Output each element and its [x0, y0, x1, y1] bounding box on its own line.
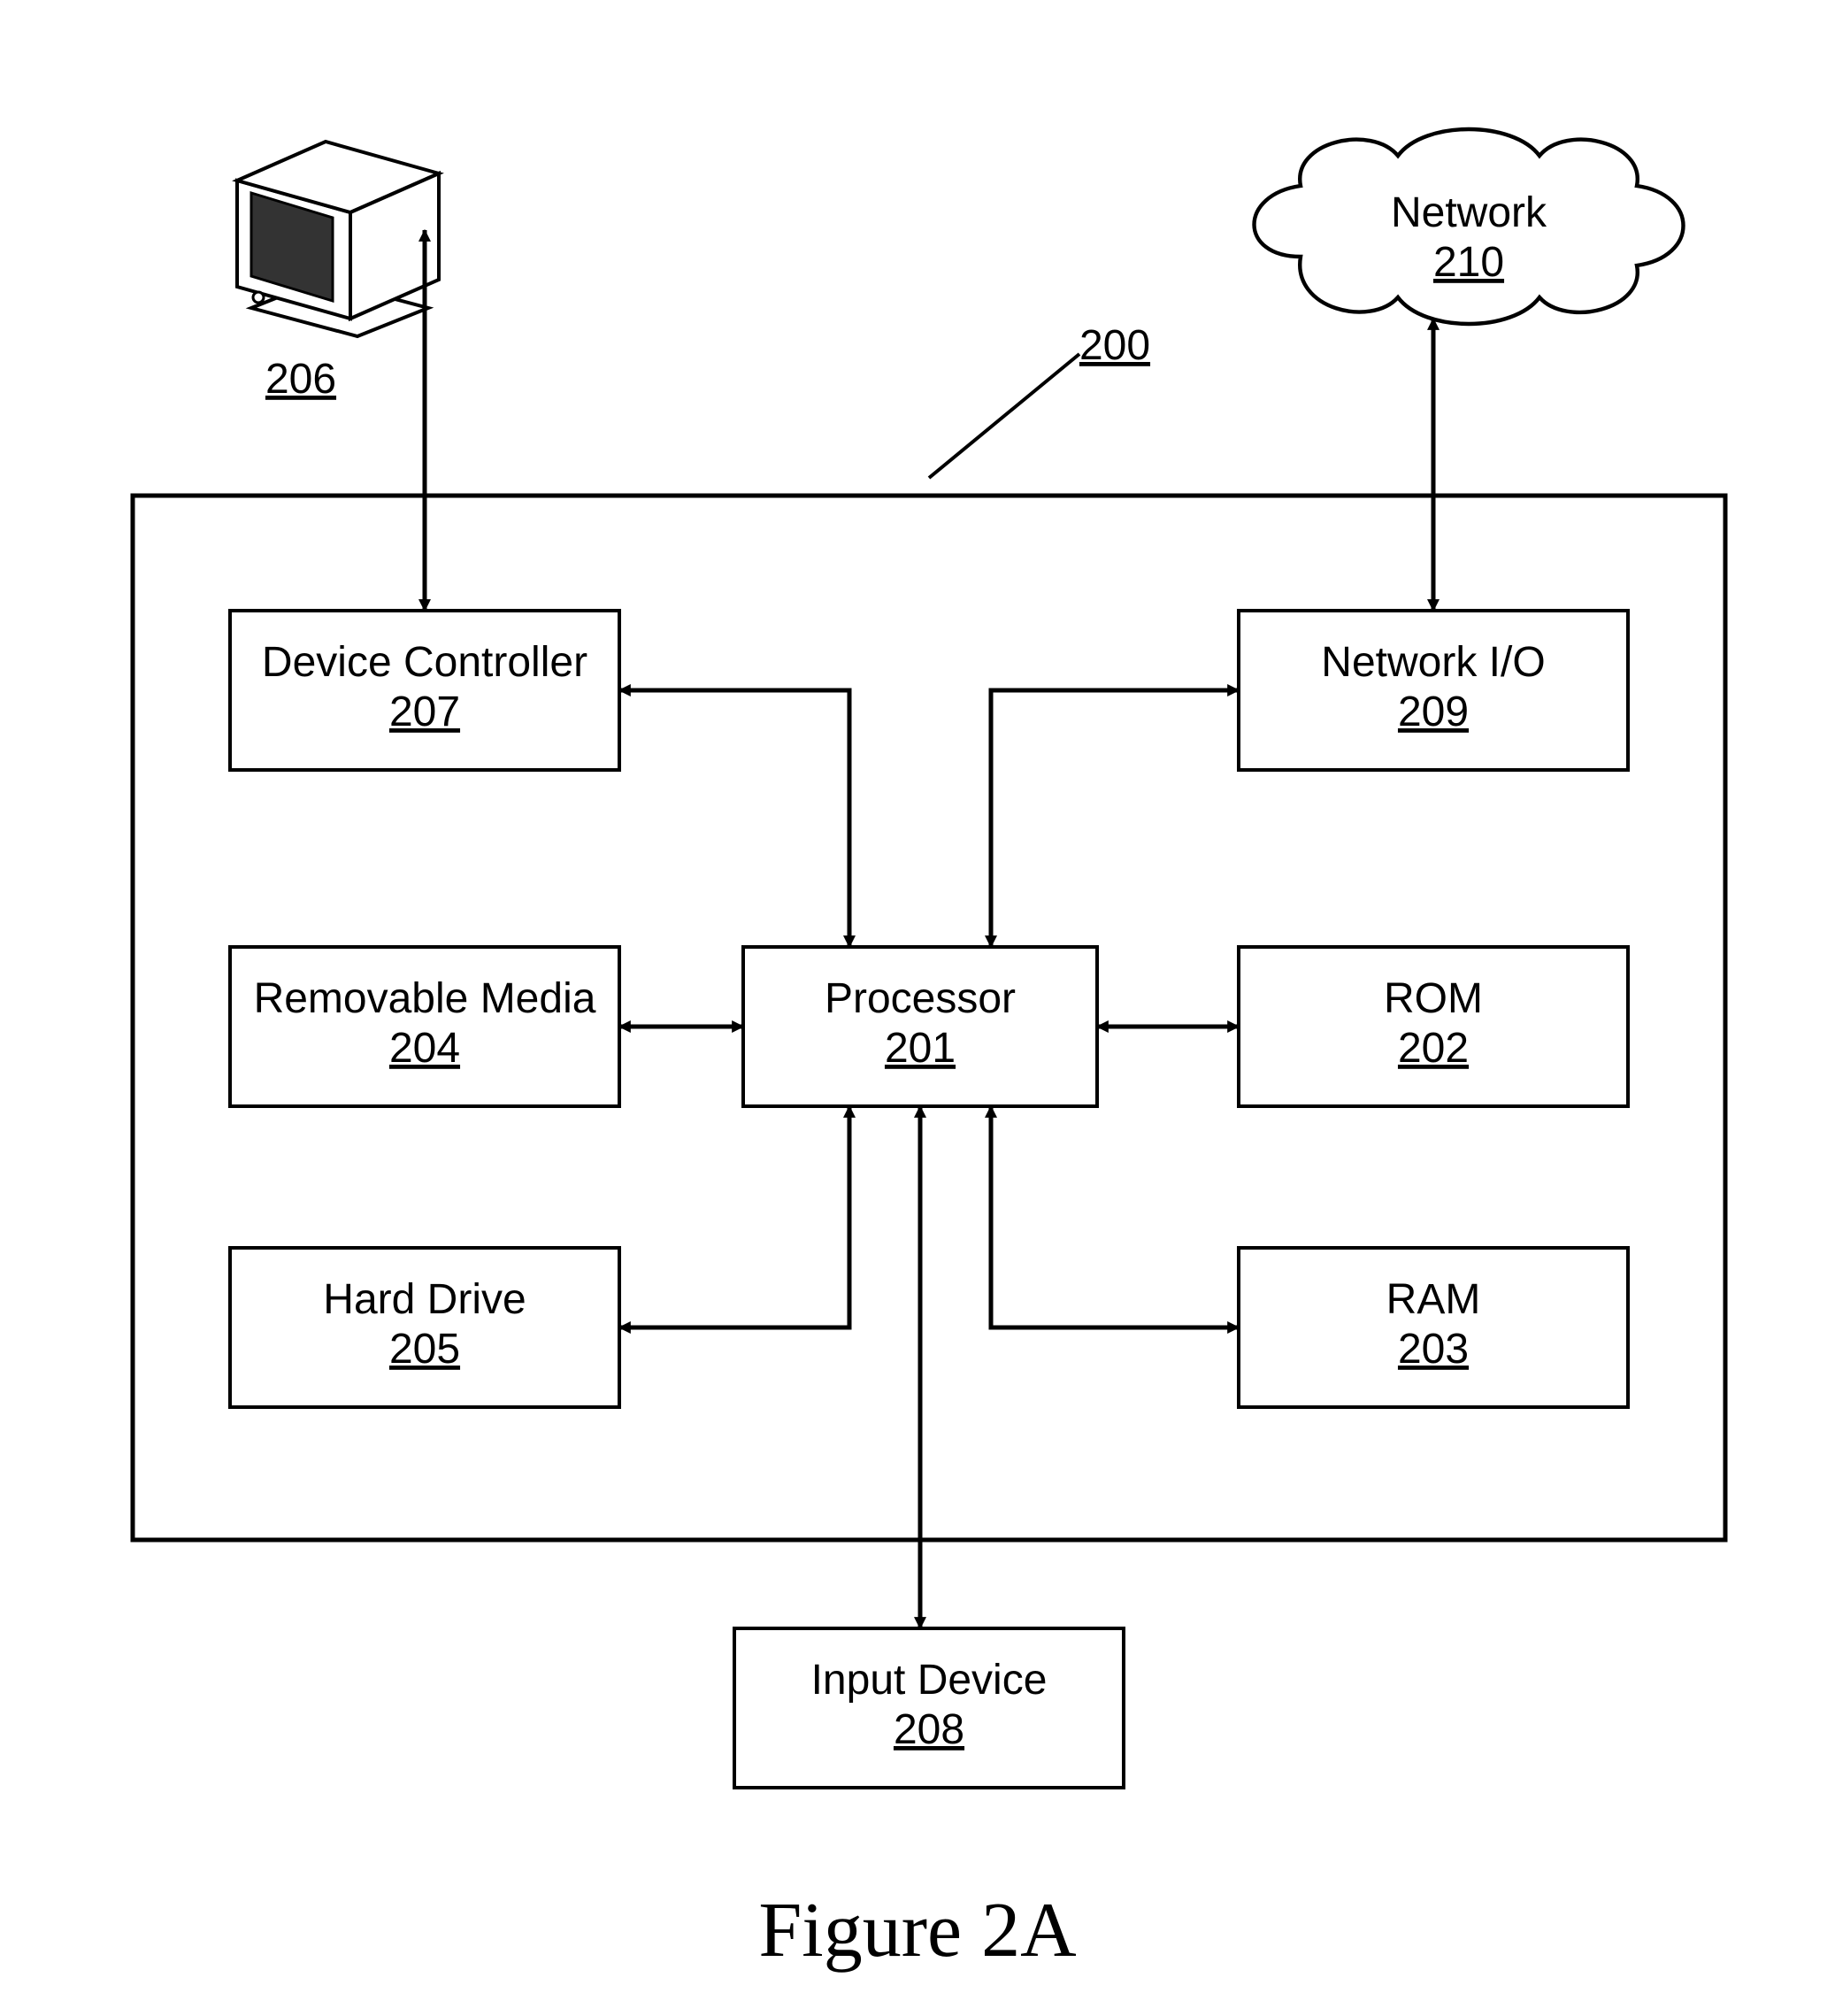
node-rom: ROM202 — [1239, 947, 1628, 1106]
hdd-label: Hard Drive — [323, 1276, 526, 1323]
net_io-ref: 209 — [1398, 689, 1469, 735]
network-label: Network — [1391, 189, 1547, 236]
node-dev_ctrl: Device Controller207 — [230, 611, 619, 770]
dev_ctrl-label: Device Controller — [262, 639, 587, 686]
node-input: Input Device208 — [734, 1628, 1124, 1788]
rem_media-ref: 204 — [389, 1025, 460, 1072]
system-ref-number: 200 — [1079, 322, 1150, 369]
hdd-ref: 205 — [389, 1326, 460, 1373]
node-processor: Processor201 — [743, 947, 1097, 1106]
input-ref: 208 — [894, 1706, 964, 1753]
node-net_io: Network I/O209 — [1239, 611, 1628, 770]
input-label: Input Device — [811, 1657, 1048, 1704]
dev_ctrl-ref: 207 — [389, 689, 460, 735]
rom-ref: 202 — [1398, 1025, 1469, 1072]
net_io-label: Network I/O — [1321, 639, 1545, 686]
rem_media-label: Removable Media — [254, 975, 596, 1022]
node-ram: RAM203 — [1239, 1248, 1628, 1407]
node-rem_media: Removable Media204 — [230, 947, 619, 1106]
ram-label: RAM — [1386, 1276, 1481, 1323]
ram-ref: 203 — [1398, 1326, 1469, 1373]
processor-label: Processor — [825, 975, 1016, 1022]
network-ref: 210 — [1433, 239, 1504, 286]
network-cloud-icon: Network210 — [1255, 129, 1684, 324]
node-hdd: Hard Drive205 — [230, 1248, 619, 1407]
figure-title: Figure 2A — [758, 1888, 1076, 1974]
monitor-ref: 206 — [265, 356, 336, 403]
processor-ref: 201 — [885, 1025, 956, 1072]
rom-label: ROM — [1384, 975, 1483, 1022]
